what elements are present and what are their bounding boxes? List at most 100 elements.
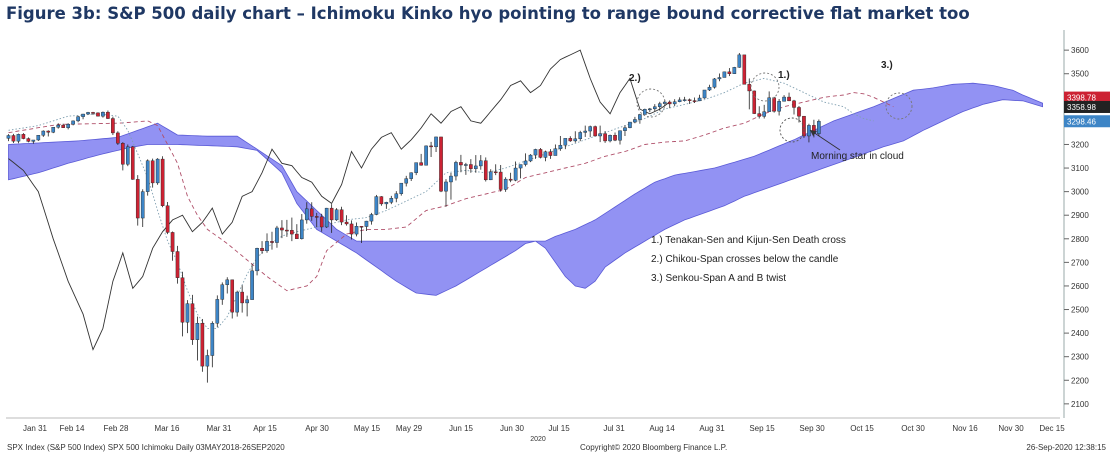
candle-body: [548, 151, 553, 156]
candle-body: [384, 202, 389, 205]
candle-body: [210, 323, 215, 356]
candle-body: [528, 154, 533, 162]
x-tick-label: Mar 16: [155, 424, 180, 433]
candle-body: [638, 114, 642, 120]
candle-body: [31, 139, 36, 142]
candle-body: [290, 230, 294, 235]
candle-body: [265, 241, 269, 252]
candle-body: [608, 135, 612, 142]
candle-body: [354, 226, 359, 235]
candle-body: [220, 284, 225, 300]
candle-body: [493, 171, 498, 174]
y-tick-label: 2500: [1071, 306, 1089, 315]
price-tag-label: 3298.46: [1067, 117, 1096, 126]
annotation-1: 1.): [778, 70, 790, 81]
legend-note: 1.) Tenakan-Sen and Kijun-Sen Death cros…: [651, 235, 846, 246]
annotation-circle-2: [636, 88, 666, 118]
candle-body: [737, 54, 742, 68]
candle-body: [752, 90, 757, 114]
candle-body: [126, 146, 130, 165]
candle-body: [6, 135, 11, 139]
candle-body: [578, 132, 583, 140]
candle-body: [732, 67, 737, 74]
candle-body: [145, 160, 150, 192]
x-tick-label: Jun 15: [449, 424, 474, 433]
candle-body: [593, 126, 597, 137]
cloud-area: [8, 82, 1043, 296]
candlesticks: [6, 52, 821, 383]
candle-body: [300, 219, 304, 239]
candle-body: [295, 233, 299, 239]
candle-body: [81, 113, 85, 117]
candle-body: [215, 299, 220, 324]
kijun-sen-line: [8, 92, 894, 292]
candle-body: [155, 158, 160, 184]
candle-body: [409, 172, 413, 179]
candle-body: [623, 127, 627, 131]
candle-body: [404, 178, 409, 184]
y-tick-label: 3600: [1071, 46, 1089, 55]
candle-body: [379, 196, 384, 205]
candle-body: [478, 160, 483, 167]
candle-body: [583, 130, 588, 133]
y-tick-label: 3100: [1071, 164, 1089, 173]
x-tick-label: Oct 30: [901, 424, 925, 433]
candle-body: [613, 135, 617, 141]
candle-body: [71, 120, 75, 125]
candle-body: [235, 291, 239, 313]
candle-body: [86, 112, 90, 115]
x-tick-label: Mar 31: [207, 424, 232, 433]
candle-body: [628, 121, 632, 128]
y-tick-label: 2800: [1071, 235, 1089, 244]
price-tag-box: [1064, 91, 1110, 104]
candle-body: [190, 303, 195, 340]
candle-body: [518, 164, 523, 169]
annotation-3: 3.): [881, 60, 893, 71]
candle-body: [538, 149, 543, 158]
candle-body: [329, 207, 334, 221]
candle-body: [727, 71, 732, 74]
candle-body: [51, 127, 56, 133]
annotation-circle-1: [750, 72, 780, 102]
candle-body: [91, 112, 95, 114]
candle-body: [523, 160, 528, 165]
candle-body: [225, 279, 230, 285]
candle-body: [56, 124, 61, 128]
x-tick-label: Jun 30: [500, 424, 525, 433]
candle-body: [434, 136, 438, 148]
candle-body: [618, 130, 622, 141]
candle-body: [762, 111, 766, 117]
x-tick-label: Dec 15: [1039, 424, 1065, 433]
candle-body: [260, 248, 264, 252]
candle-body: [469, 164, 473, 169]
candle-body: [309, 208, 314, 217]
candle-body: [792, 100, 796, 108]
y-tick-label: 2300: [1071, 353, 1089, 362]
candle-body: [160, 158, 165, 206]
candle-body: [389, 198, 394, 203]
candle-body: [165, 205, 170, 233]
candle-body: [399, 182, 404, 194]
candle-body: [588, 126, 592, 132]
y-tick-label: 3500: [1071, 70, 1089, 79]
candle-body: [319, 216, 324, 228]
x-tick-label: May 15: [354, 424, 381, 433]
candle-body: [205, 355, 210, 367]
candle-body: [543, 151, 548, 158]
candle-body: [414, 162, 418, 173]
candle-body: [280, 227, 284, 231]
figure-title: Figure 3b: S&P 500 daily chart – Ichimok…: [6, 4, 970, 23]
candle-body: [339, 209, 344, 223]
candle-body: [240, 291, 244, 304]
candle-body: [697, 97, 702, 102]
candle-body: [598, 133, 602, 137]
annotation-2: 2.): [629, 73, 641, 84]
annotations: 2.) 1.) 3.) Morning star in cloud 1.) Tenaka…: [629, 60, 913, 284]
candle-body: [757, 113, 762, 117]
candle-body: [424, 145, 428, 166]
candle-body: [344, 221, 349, 225]
x-tick-label: Apr 15: [253, 424, 277, 433]
annotation-circle-morning-star: [779, 117, 805, 143]
candle-body: [802, 115, 806, 137]
